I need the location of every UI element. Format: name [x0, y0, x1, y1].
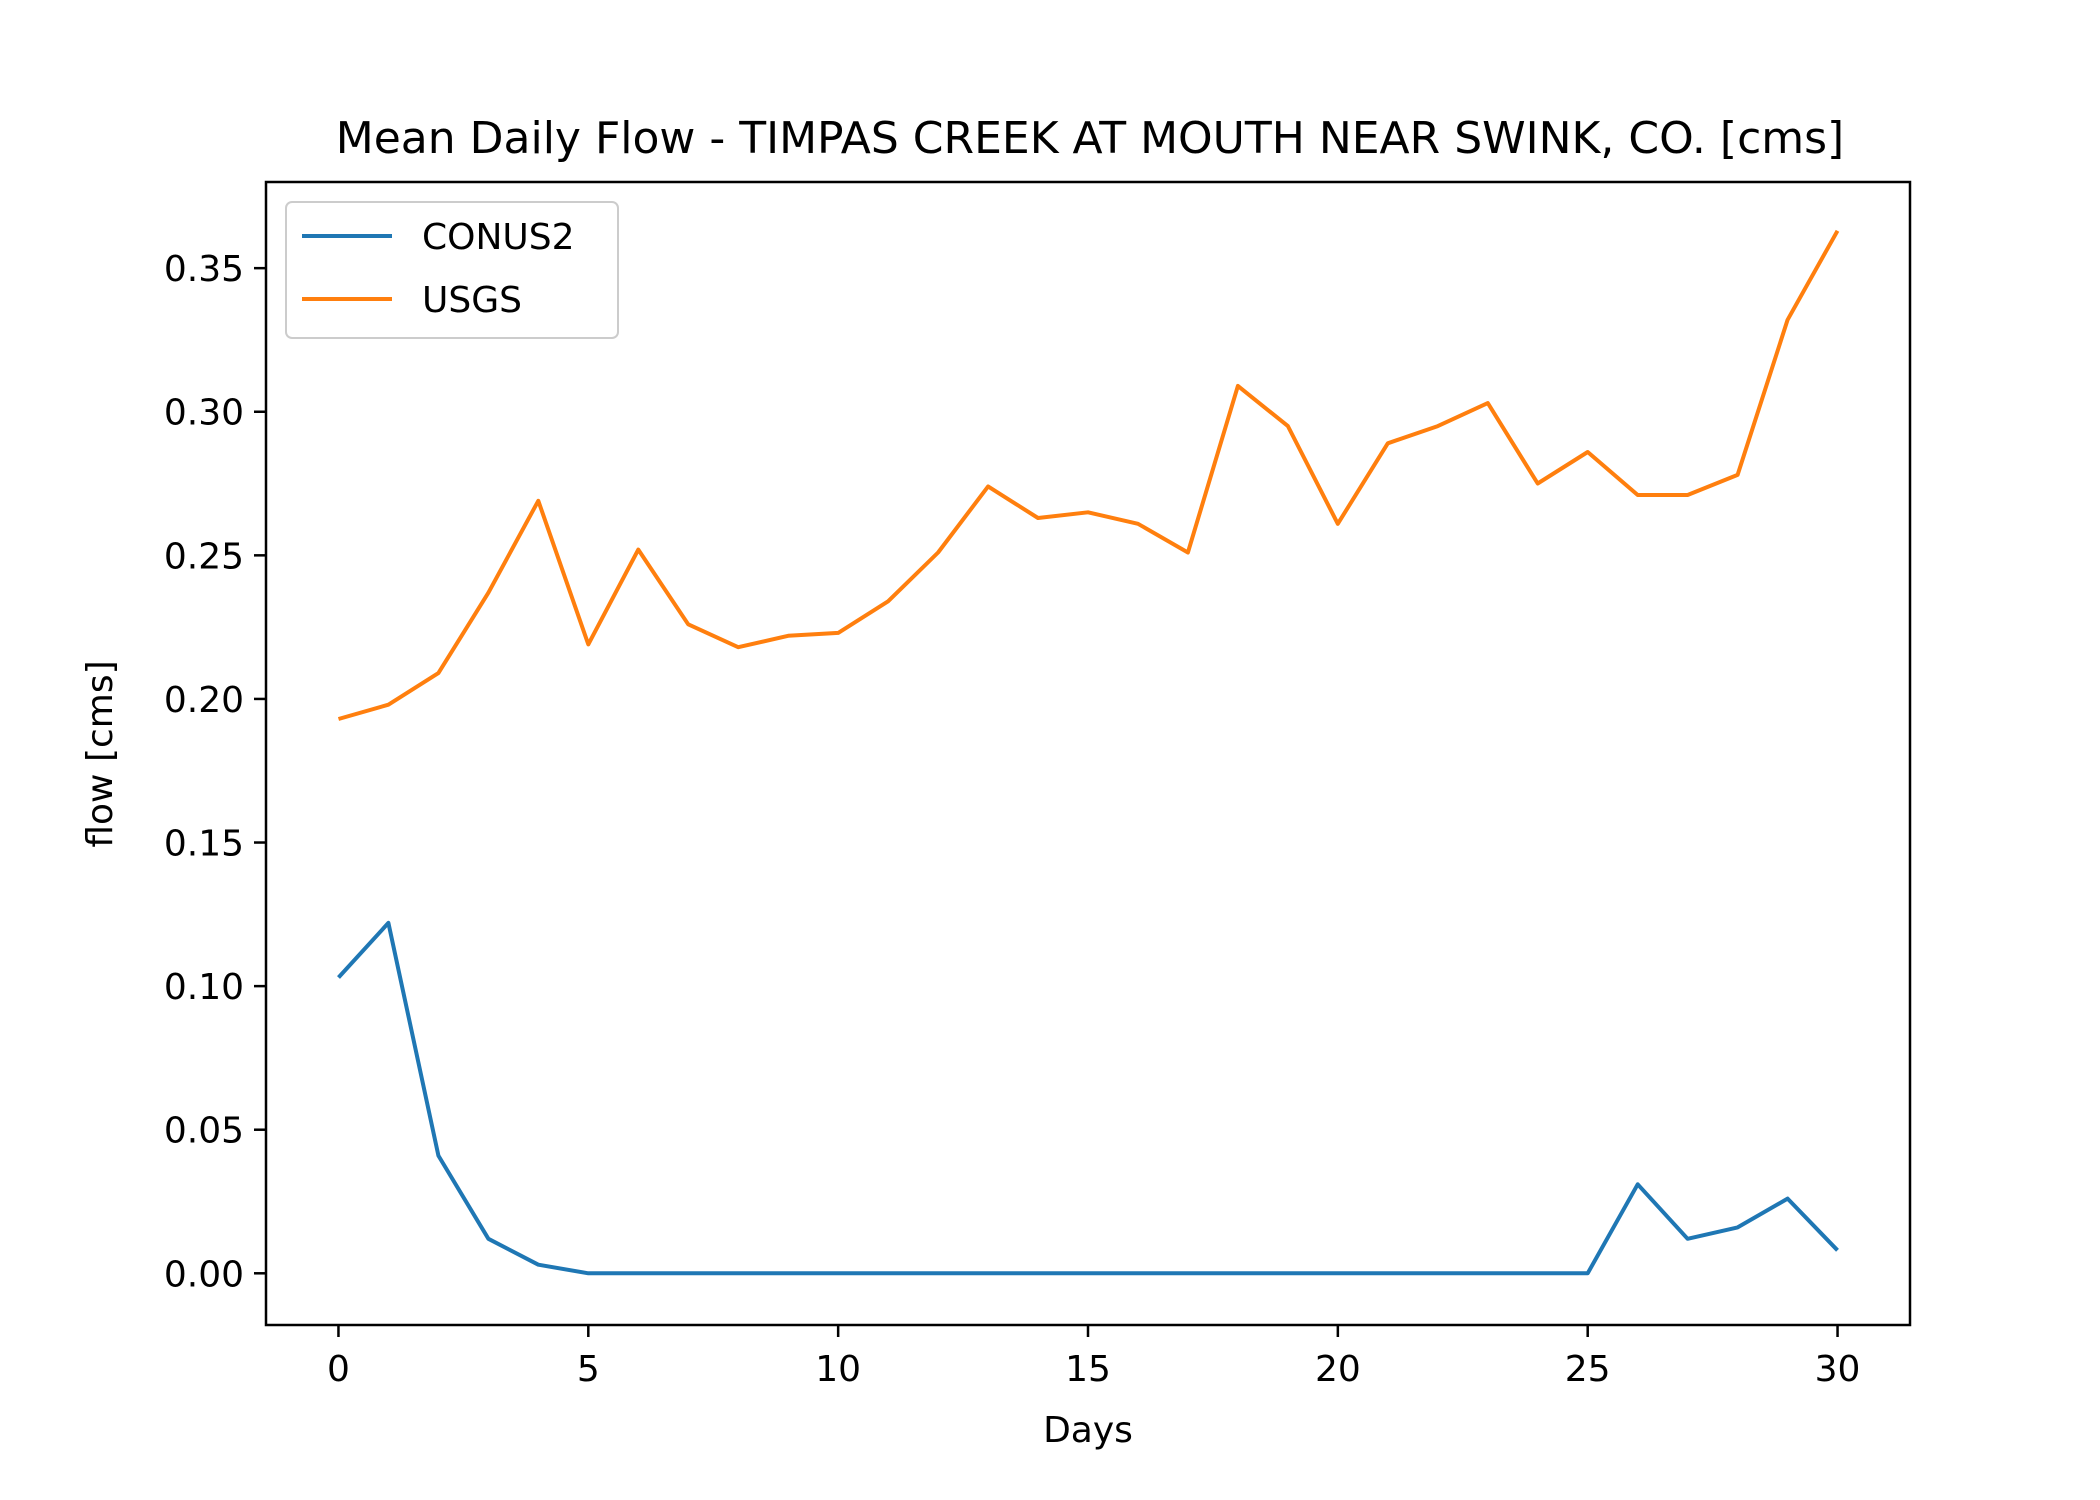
y-tick-label: 0.15 — [164, 824, 244, 865]
legend: CONUS2 USGS — [285, 201, 619, 339]
legend-label-conus2: CONUS2 — [422, 217, 575, 258]
x-tick-label: 25 — [1565, 1349, 1611, 1390]
y-tick-label: 0.05 — [164, 1111, 244, 1152]
y-tick-label: 0.25 — [164, 536, 244, 577]
y-tick-label: 0.35 — [164, 249, 244, 290]
y-axis-ticks: 0.00 0.05 0.10 0.15 0.20 0.25 0.30 0.35 — [164, 249, 266, 1295]
y-axis-label: flow [cms] — [80, 660, 121, 847]
legend-label-usgs: USGS — [422, 280, 522, 321]
x-axis-ticks: 0 5 10 15 20 25 30 — [327, 1325, 1860, 1390]
series-line-usgs — [337, 229, 1840, 721]
y-tick-label: 0.30 — [164, 393, 244, 434]
series-line-conus2 — [337, 920, 1839, 1276]
x-axis-label: Days — [1043, 1410, 1133, 1451]
x-tick-label: 0 — [327, 1349, 350, 1390]
x-tick-label: 20 — [1315, 1349, 1361, 1390]
chart-title: Mean Daily Flow - TIMPAS CREEK AT MOUTH … — [336, 113, 1844, 164]
y-tick-label: 0.00 — [164, 1254, 244, 1295]
x-tick-label: 15 — [1065, 1349, 1111, 1390]
plot-area-frame — [264, 180, 1912, 1327]
y-tick-label: 0.20 — [164, 680, 244, 721]
x-tick-label: 10 — [815, 1349, 861, 1390]
x-tick-label: 5 — [577, 1349, 600, 1390]
y-tick-label: 0.10 — [164, 967, 244, 1008]
x-tick-label: 30 — [1815, 1349, 1861, 1390]
series-lines — [337, 229, 1840, 1276]
